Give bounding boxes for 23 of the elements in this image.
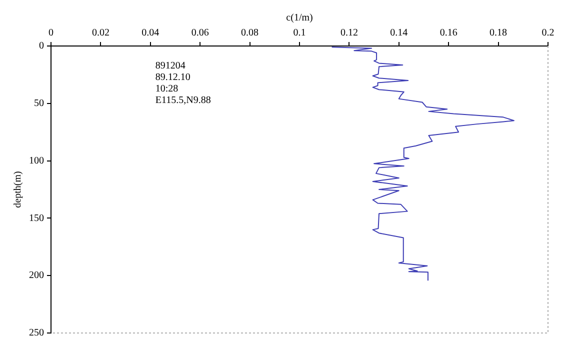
y-tick-label: 0: [39, 40, 44, 52]
x-tick-label: 0.06: [191, 28, 209, 39]
y-tick-label: 100: [29, 155, 44, 166]
x-axis-title: c(1/m): [286, 12, 313, 24]
x-tick-label: 0.16: [440, 28, 458, 39]
x-tick-label: 0.12: [340, 28, 358, 39]
x-tick-label: 0: [48, 28, 54, 39]
x-tick-label: 0.02: [92, 28, 110, 39]
annotation: 89.12.10: [155, 72, 190, 84]
annotation: 891204: [155, 60, 186, 72]
x-tick-label: 0.14: [390, 28, 408, 39]
y-tick-label: 50: [34, 98, 44, 110]
y-axis-title: depth(m): [12, 171, 24, 208]
y-tick-label: 250: [29, 328, 44, 339]
x-tick-label: 0.2: [542, 28, 554, 39]
x-tick-label: 0.18: [490, 28, 508, 39]
y-tick-label: 200: [29, 270, 44, 282]
x-tick-label: 0.04: [142, 28, 160, 39]
y-tick-label: 150: [29, 212, 44, 224]
annotation: E115.5,N9.88: [155, 95, 211, 106]
x-tick-label: 0.08: [241, 28, 259, 39]
annotation: 10:28: [155, 84, 178, 95]
x-tick-label: 0.1: [293, 28, 306, 39]
